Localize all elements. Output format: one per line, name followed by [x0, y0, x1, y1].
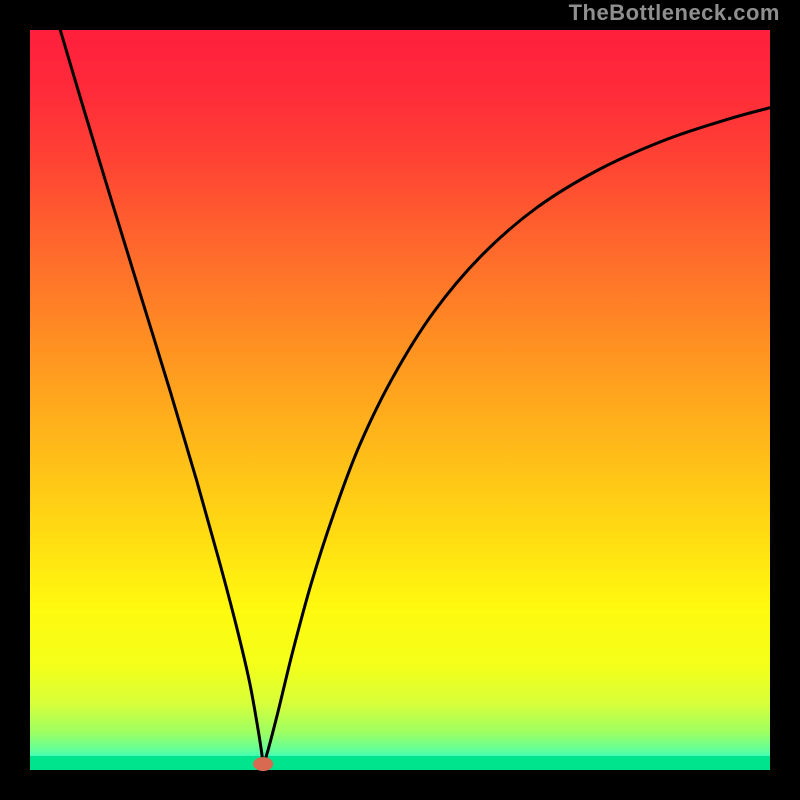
figure-stage: TheBottleneck.com [0, 0, 800, 800]
green-baseline-band [30, 756, 770, 770]
minimum-marker [253, 757, 273, 771]
bottleneck-chart-svg [0, 0, 800, 800]
plot-area [30, 15, 770, 771]
watermark-text: TheBottleneck.com [569, 0, 780, 26]
